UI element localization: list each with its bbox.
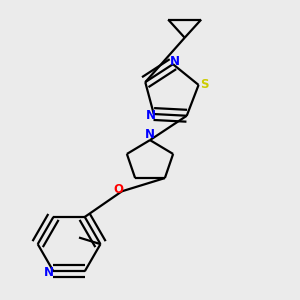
Text: S: S <box>200 78 209 92</box>
Text: N: N <box>44 266 54 279</box>
Text: N: N <box>145 128 155 141</box>
Text: N: N <box>146 109 156 122</box>
Text: O: O <box>114 183 124 196</box>
Text: N: N <box>169 55 180 68</box>
